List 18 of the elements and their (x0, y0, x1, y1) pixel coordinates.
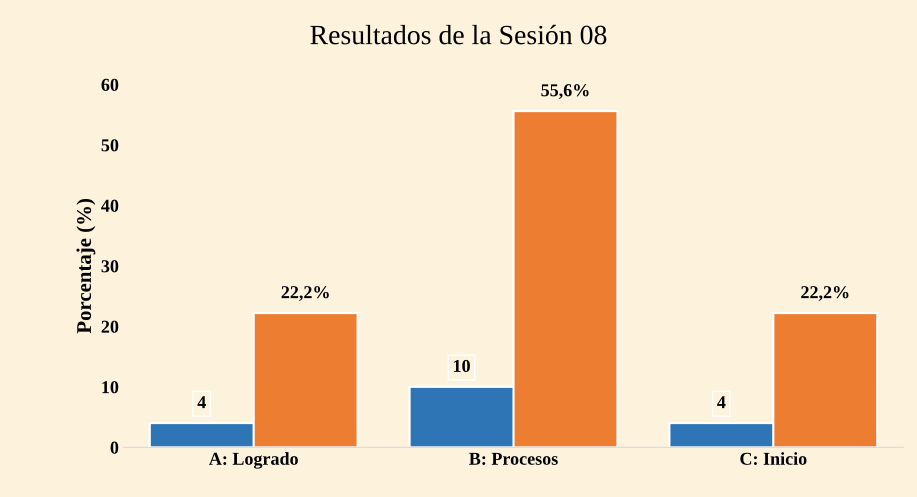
y-tick-label: 10 (102, 381, 118, 394)
data-label: 4 (717, 396, 726, 408)
x-tick-label: B: Procesos (469, 452, 558, 465)
y-axis-title: Porcentaje (%) (76, 199, 96, 334)
x-tick-label: A: Logrado (208, 452, 298, 469)
y-tick-label: 30 (102, 260, 118, 272)
data-label: 22,2% (801, 286, 848, 301)
y-tick-label: 20 (102, 320, 118, 333)
data-label: 55,6% (541, 84, 589, 99)
data-label: 22,2% (282, 286, 329, 301)
data-label: 4 (197, 396, 206, 408)
y-tick-label: 40 (101, 200, 118, 212)
data-label: 10 (454, 360, 470, 372)
y-tick-label: 0 (110, 442, 118, 454)
chart-title: Resultados de la Sesión 08 (310, 24, 606, 44)
y-tick-label: 60 (101, 78, 118, 91)
y-tick-label: 50 (102, 139, 118, 152)
x-tick-label: C: Inicio (740, 452, 807, 465)
